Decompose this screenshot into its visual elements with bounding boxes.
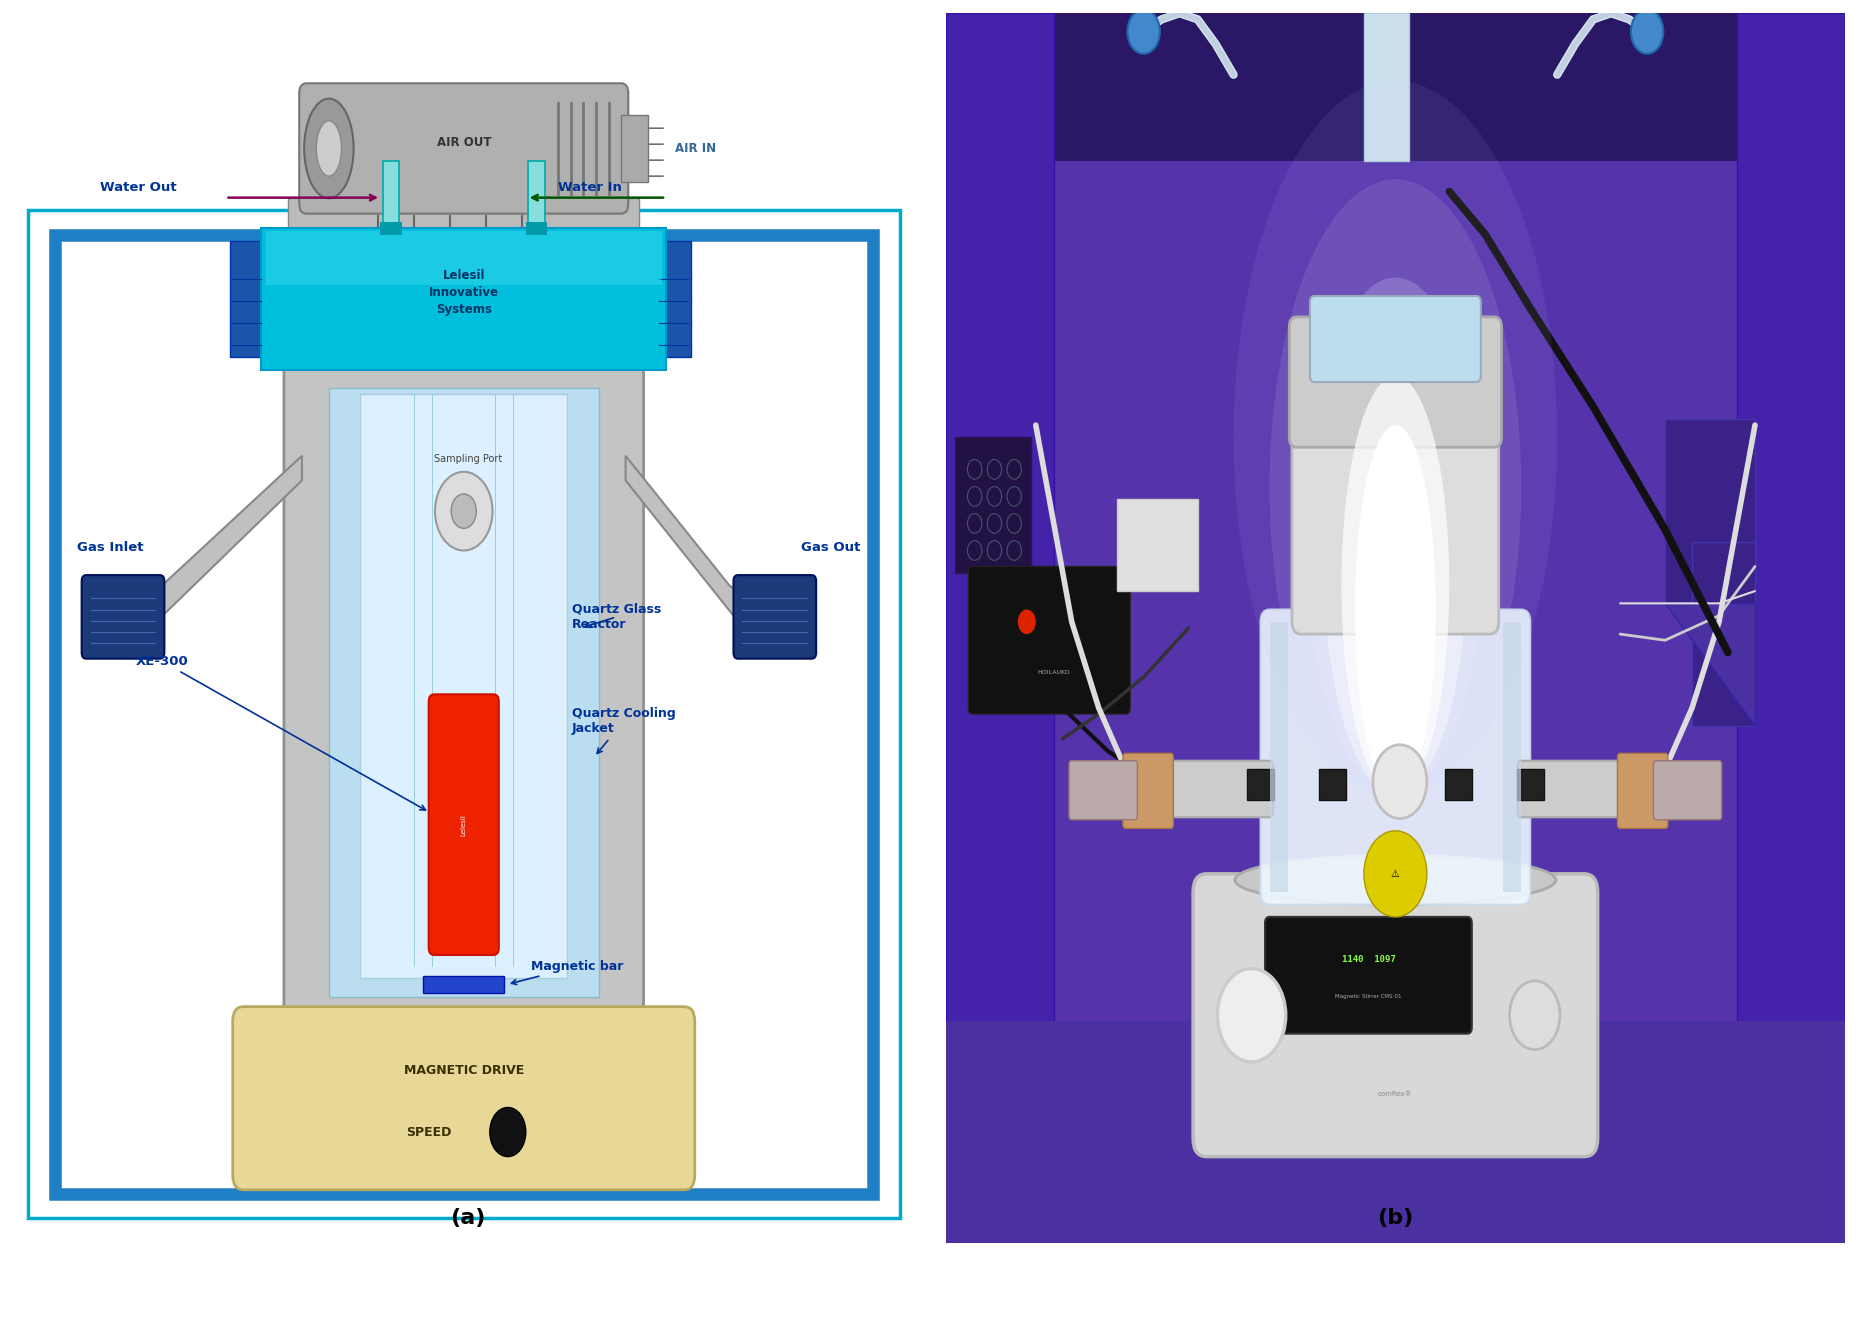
Circle shape — [1631, 9, 1663, 54]
Bar — [1517, 769, 1543, 800]
Bar — [54, 234, 873, 1194]
FancyBboxPatch shape — [1069, 760, 1137, 820]
Polygon shape — [626, 456, 790, 653]
Text: (a): (a) — [451, 1208, 485, 1228]
Bar — [1736, 13, 1845, 1243]
Bar — [1364, 13, 1408, 161]
Circle shape — [451, 494, 476, 529]
Ellipse shape — [1270, 180, 1521, 795]
FancyBboxPatch shape — [734, 575, 817, 658]
FancyBboxPatch shape — [1289, 317, 1502, 447]
Bar — [1444, 769, 1472, 800]
FancyBboxPatch shape — [1124, 754, 1172, 829]
Bar — [1116, 498, 1197, 591]
Text: SPEED: SPEED — [406, 1125, 451, 1138]
Text: 1140  1097: 1140 1097 — [1341, 956, 1395, 965]
Bar — [360, 394, 568, 978]
Text: XE-300: XE-300 — [135, 654, 425, 810]
FancyBboxPatch shape — [1309, 296, 1482, 382]
Circle shape — [1217, 969, 1285, 1062]
FancyBboxPatch shape — [1141, 760, 1274, 817]
Ellipse shape — [1341, 375, 1450, 795]
Text: Lelesil: Lelesil — [461, 814, 466, 836]
Circle shape — [1510, 981, 1560, 1050]
Ellipse shape — [303, 99, 354, 198]
Bar — [28, 210, 899, 1218]
Circle shape — [1017, 609, 1036, 635]
FancyBboxPatch shape — [1292, 389, 1498, 635]
FancyBboxPatch shape — [285, 345, 644, 1040]
Bar — [288, 197, 639, 234]
FancyBboxPatch shape — [1618, 754, 1667, 829]
Circle shape — [1373, 744, 1427, 818]
Text: Magnetic bar: Magnetic bar — [511, 960, 624, 985]
Text: Water In: Water In — [558, 181, 622, 194]
Bar — [1665, 419, 1755, 603]
Polygon shape — [1665, 603, 1755, 726]
Bar — [423, 976, 504, 993]
Bar — [622, 115, 648, 181]
Text: ⚠: ⚠ — [1392, 869, 1399, 879]
FancyBboxPatch shape — [300, 83, 627, 214]
Bar — [330, 389, 599, 997]
Text: Gas Inlet: Gas Inlet — [77, 541, 144, 554]
Bar — [230, 241, 264, 357]
Bar — [657, 241, 691, 357]
Text: Sampling Port: Sampling Port — [435, 455, 502, 464]
Bar — [526, 222, 547, 234]
Text: AIR IN: AIR IN — [674, 141, 715, 155]
Bar — [1691, 542, 1755, 726]
Text: Magnetic Stirrer CMS-01: Magnetic Stirrer CMS-01 — [1335, 994, 1401, 999]
Bar — [946, 1022, 1845, 1243]
Text: Water Out: Water Out — [99, 181, 176, 194]
Bar — [946, 13, 1845, 161]
Bar — [1247, 769, 1274, 800]
Ellipse shape — [1234, 855, 1556, 904]
FancyBboxPatch shape — [429, 694, 498, 954]
Bar — [380, 222, 401, 234]
FancyBboxPatch shape — [1517, 760, 1650, 817]
FancyBboxPatch shape — [1654, 760, 1721, 820]
FancyBboxPatch shape — [232, 1006, 695, 1190]
FancyBboxPatch shape — [1193, 874, 1598, 1157]
Ellipse shape — [1234, 81, 1556, 795]
Bar — [528, 161, 545, 229]
Text: Quartz Glass
Reactor: Quartz Glass Reactor — [571, 603, 661, 631]
Circle shape — [491, 1108, 526, 1157]
Ellipse shape — [317, 120, 341, 176]
Ellipse shape — [1324, 327, 1467, 795]
Text: comRex®: comRex® — [1379, 1091, 1412, 1097]
FancyBboxPatch shape — [1264, 917, 1472, 1034]
Circle shape — [1128, 9, 1159, 54]
Text: AIR OUT: AIR OUT — [436, 136, 491, 149]
Text: HOILAUKO: HOILAUKO — [1038, 670, 1069, 674]
Bar — [955, 436, 1032, 572]
Circle shape — [435, 472, 493, 550]
Text: Quartz Cooling
Jacket: Quartz Cooling Jacket — [571, 707, 676, 754]
Bar — [1504, 621, 1521, 892]
Ellipse shape — [1354, 426, 1437, 795]
Text: (b): (b) — [1377, 1208, 1414, 1228]
Bar — [1270, 621, 1287, 892]
Ellipse shape — [1305, 278, 1485, 795]
Text: Gas Out: Gas Out — [802, 541, 860, 554]
Bar — [266, 231, 661, 286]
FancyBboxPatch shape — [82, 575, 165, 658]
Text: MAGNETIC DRIVE: MAGNETIC DRIVE — [403, 1064, 524, 1077]
FancyBboxPatch shape — [1261, 609, 1530, 904]
Bar — [946, 13, 1054, 1243]
Circle shape — [1364, 830, 1427, 917]
Bar — [1319, 769, 1347, 800]
FancyBboxPatch shape — [968, 566, 1129, 714]
Polygon shape — [105, 456, 302, 653]
Bar — [382, 161, 399, 229]
Text: Lelesil
Innovative
Systems: Lelesil Innovative Systems — [429, 270, 498, 316]
Bar — [262, 229, 667, 370]
